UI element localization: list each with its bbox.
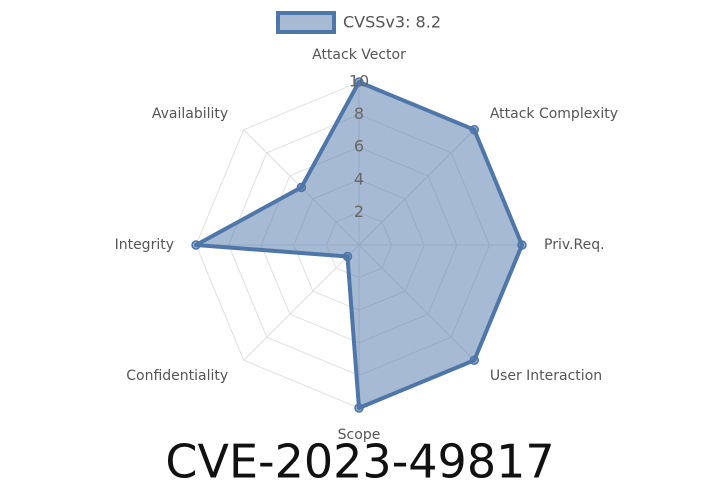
radar-point: [191, 240, 201, 250]
legend-swatch: [276, 11, 336, 34]
axis-label: Scope: [338, 427, 381, 443]
axis-label: User Interaction: [490, 368, 602, 384]
radar-point: [342, 251, 353, 262]
radar-point: [354, 77, 364, 87]
legend-label: CVSSv3: 8.2: [343, 13, 441, 32]
radar-point: [517, 240, 527, 250]
r-tick-label: 8: [354, 104, 364, 123]
r-tick-label: 4: [354, 169, 364, 188]
radar-point: [296, 182, 307, 193]
radar-point: [469, 355, 480, 366]
chart-title: CVE-2023-49817: [165, 435, 554, 489]
axis-label: Priv.Req.: [544, 237, 605, 253]
axis-label: Integrity: [115, 237, 174, 253]
axis-label: Attack Vector: [312, 47, 406, 63]
radar-point: [469, 124, 480, 135]
axis-label: Attack Complexity: [490, 106, 618, 122]
r-tick-label: 2: [354, 202, 364, 221]
axis-label: Availability: [152, 106, 228, 122]
r-tick-label: 6: [354, 137, 364, 156]
radar-point: [354, 403, 364, 413]
spoke: [243, 244, 360, 361]
axis-label: Confidentiality: [126, 368, 228, 384]
r-tick-label: 10: [349, 72, 369, 91]
